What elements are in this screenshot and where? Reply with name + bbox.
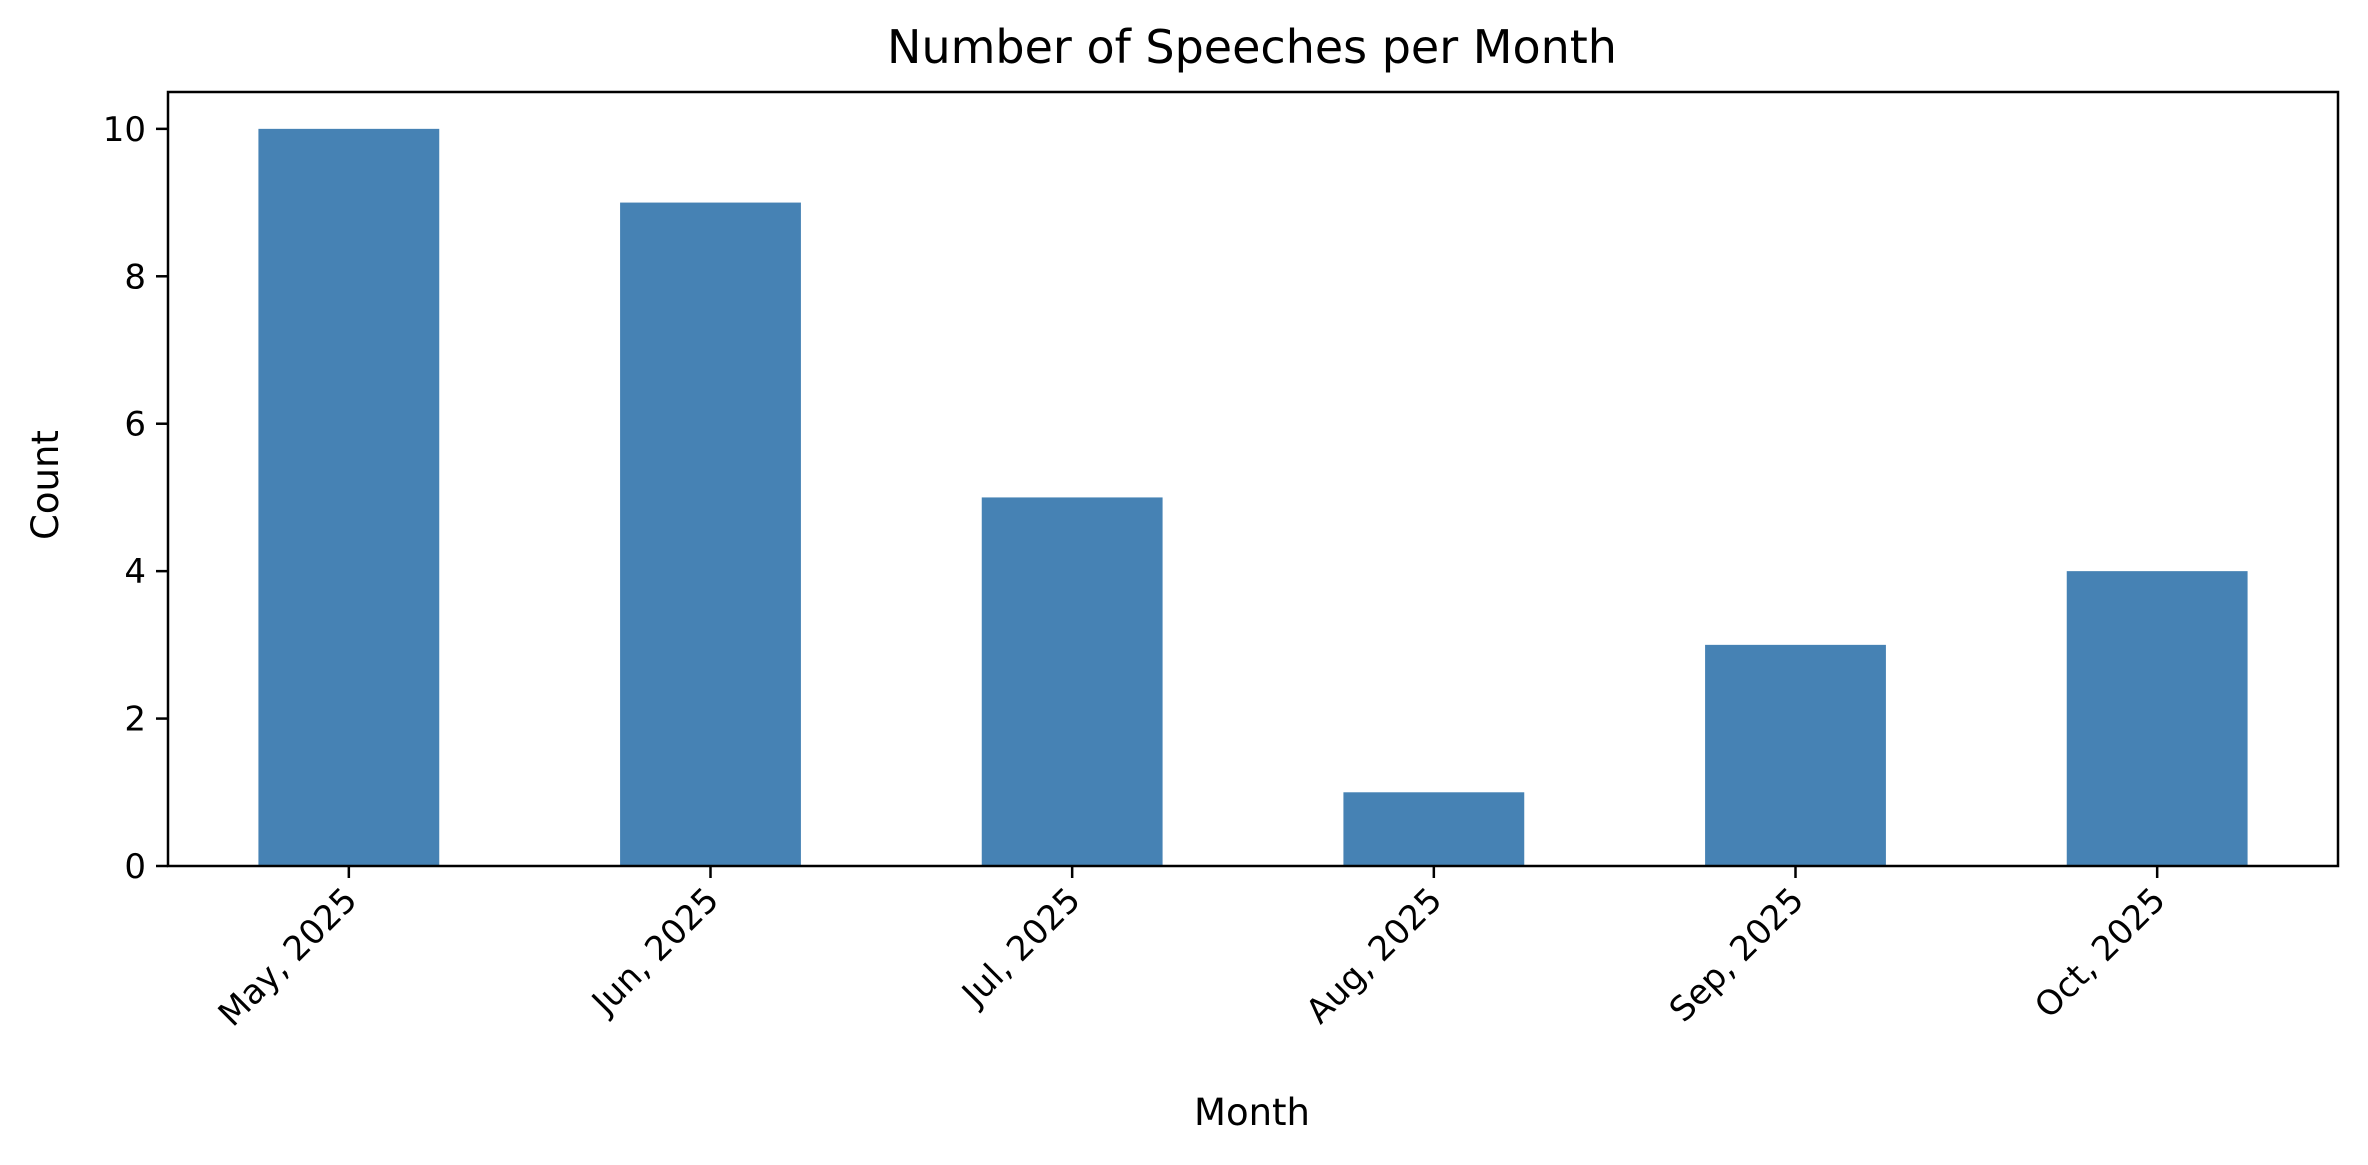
bar-5 <box>2066 571 2248 866</box>
y-tick-label-5: 10 <box>103 110 146 150</box>
y-tick-label-4: 8 <box>124 257 146 297</box>
bars-layer <box>258 128 2248 867</box>
bar-4 <box>1705 644 1886 866</box>
y-tick-label-3: 6 <box>124 405 146 445</box>
y-axis-label: Count <box>24 430 67 540</box>
bar-0 <box>258 128 440 866</box>
bar-2 <box>981 497 1163 866</box>
plot-area-frame <box>166 90 2340 868</box>
bar-3 <box>1343 792 1525 866</box>
y-tick-label-2: 4 <box>124 552 146 592</box>
chart-title: Number of Speeches per Month <box>887 20 1617 74</box>
y-tick-label-1: 2 <box>124 700 146 740</box>
y-axis-ticks: 0 2 4 6 8 10 <box>103 110 168 887</box>
bar-1 <box>620 202 801 867</box>
x-axis-label: Month <box>1194 1091 1310 1134</box>
y-tick-label-0: 0 <box>124 847 146 887</box>
